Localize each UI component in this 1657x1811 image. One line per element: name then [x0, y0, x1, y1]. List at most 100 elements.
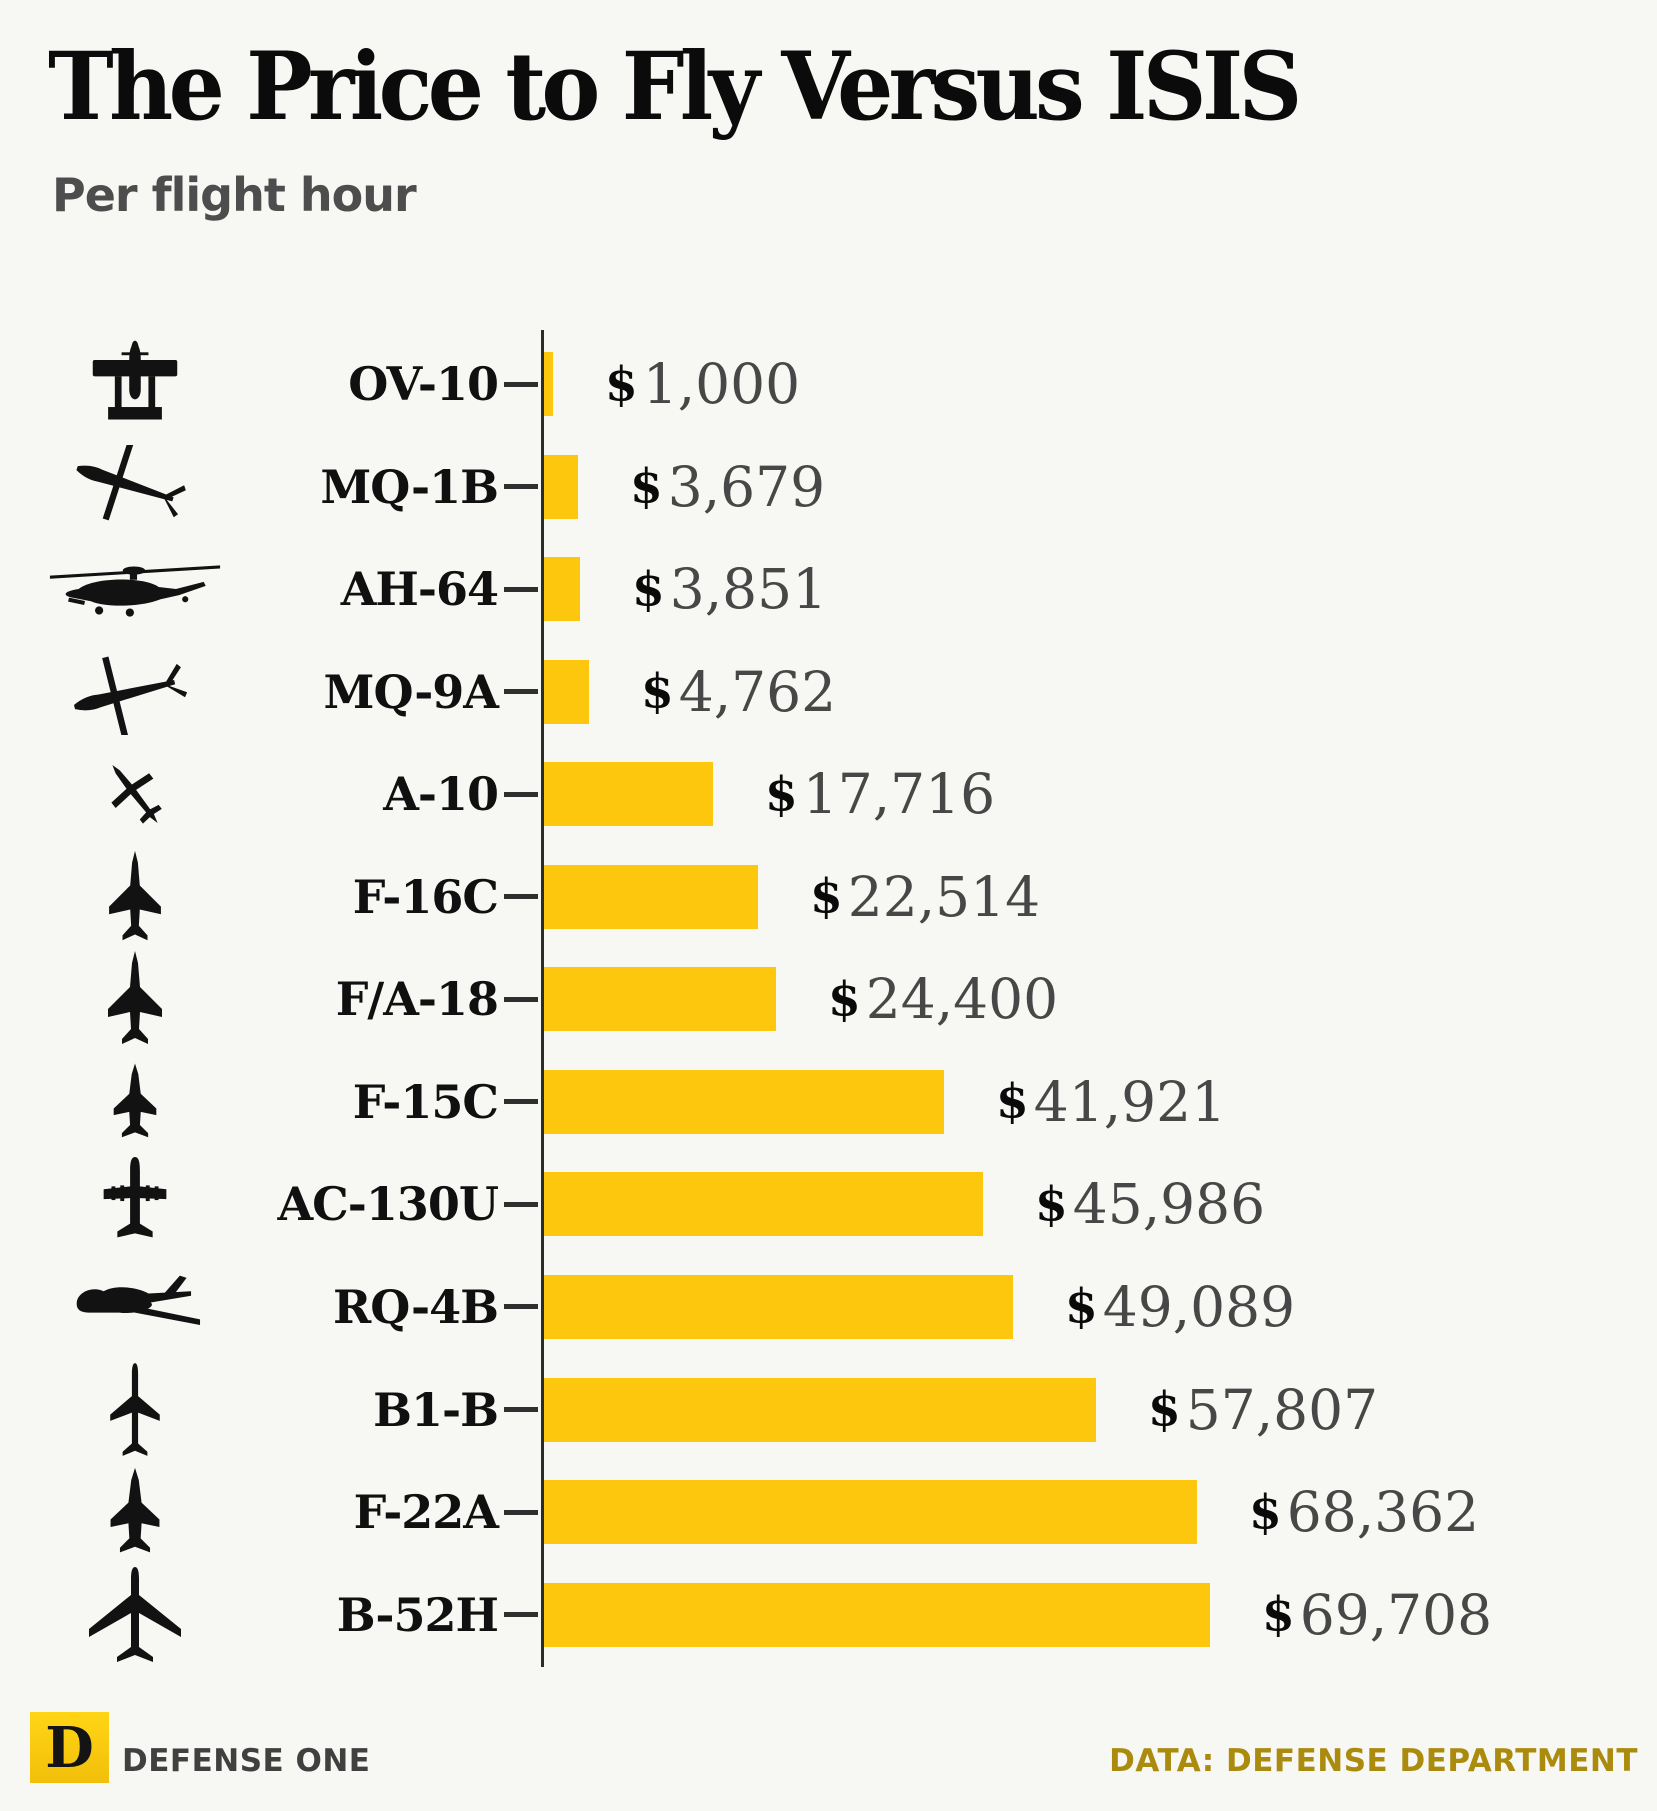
aircraft-label: F/A-18 — [335, 972, 499, 1027]
dollar-sign: $ — [828, 971, 861, 1027]
page-title: The Price to Fly Versus ISIS — [48, 32, 1302, 142]
category-tick — [504, 1099, 538, 1105]
chart-row: OV-10 $1,000 — [0, 333, 1657, 436]
category-tick — [504, 1407, 538, 1412]
value-number: 1,000 — [642, 352, 801, 416]
value-label: $41,921 — [996, 1050, 1226, 1153]
aircraft-label: F-15C — [352, 1074, 499, 1129]
category-tick — [504, 894, 538, 900]
value-label: $68,362 — [1249, 1461, 1479, 1564]
chart-row: B-52H $69,708 — [0, 1563, 1657, 1666]
value-number: 41,921 — [1033, 1069, 1227, 1134]
value-number: 49,089 — [1102, 1274, 1296, 1339]
value-number: 17,716 — [802, 762, 996, 827]
value-number: 68,362 — [1286, 1480, 1480, 1545]
category-tick — [504, 586, 538, 592]
data-source-credit: DATA: DEFENSE DEPARTMENT — [1109, 1743, 1638, 1779]
chart-row: F-15C $41,921 — [0, 1050, 1657, 1153]
ov-10-front-icon — [26, 333, 244, 436]
dollar-sign: $ — [765, 766, 798, 822]
cost-bar — [543, 864, 758, 929]
mq-1b-drone-icon — [26, 435, 244, 538]
b1-b-bomber-icon — [26, 1358, 244, 1461]
value-label: $4,762 — [641, 640, 836, 743]
value-label: $3,851 — [632, 538, 827, 641]
dollar-sign: $ — [810, 869, 843, 925]
value-label: $49,089 — [1065, 1255, 1295, 1358]
f-22a-jet-icon — [26, 1461, 244, 1564]
f-a-18-jet-icon — [26, 948, 244, 1051]
axis-line — [541, 330, 544, 1667]
aircraft-label: OV-10 — [348, 357, 499, 411]
category-tick — [504, 484, 538, 490]
value-label: $3,679 — [630, 435, 825, 538]
f-15c-jet-icon — [26, 1050, 244, 1153]
chart-row: B1-B $57,807 — [0, 1358, 1657, 1461]
value-label: $22,514 — [810, 845, 1040, 948]
value-label: $69,708 — [1262, 1563, 1492, 1666]
aircraft-label: A-10 — [383, 767, 499, 822]
category-tick — [504, 1612, 538, 1618]
category-tick — [504, 1304, 538, 1310]
f-16c-jet-icon — [26, 845, 244, 948]
dollar-sign: $ — [641, 664, 674, 720]
aircraft-label: F-16C — [352, 869, 499, 924]
category-tick — [504, 1509, 538, 1515]
cost-bar — [543, 454, 578, 519]
aircraft-label: RQ-4B — [333, 1279, 499, 1334]
chart-row: F-22A $68,362 — [0, 1461, 1657, 1564]
value-label: $57,807 — [1148, 1358, 1378, 1461]
dollar-sign: $ — [1262, 1587, 1295, 1643]
b-52h-bomber-icon — [26, 1563, 244, 1666]
aircraft-label: F-22A — [353, 1485, 499, 1540]
dollar-sign: $ — [1035, 1176, 1068, 1232]
dollar-sign: $ — [630, 459, 663, 515]
cost-bar — [543, 1377, 1096, 1442]
value-label: $45,986 — [1035, 1153, 1265, 1256]
chart-row: AC-130U $45,986 — [0, 1153, 1657, 1256]
value-number: 24,400 — [865, 967, 1059, 1032]
aircraft-label: MQ-1B — [320, 459, 499, 514]
category-tick — [504, 996, 538, 1002]
value-number: 69,708 — [1299, 1582, 1493, 1647]
defense-one-logo: D — [30, 1712, 109, 1783]
cost-bar — [543, 1069, 944, 1134]
value-number: 3,851 — [669, 557, 828, 622]
cost-bar — [543, 659, 589, 724]
dollar-sign: $ — [605, 356, 638, 412]
dollar-sign: $ — [1249, 1484, 1282, 1540]
value-label: $1,000 — [605, 333, 800, 436]
aircraft-label: B1-B — [373, 1382, 499, 1437]
page-subtitle: Per flight hour — [52, 168, 417, 222]
cost-bar — [543, 1480, 1197, 1545]
dollar-sign: $ — [1148, 1382, 1181, 1437]
cost-bar — [543, 1582, 1210, 1647]
chart-row: MQ-9A $4,762 — [0, 640, 1657, 743]
dollar-sign: $ — [632, 561, 665, 617]
brand-name: DEFENSE ONE — [122, 1743, 371, 1779]
value-label: $17,716 — [765, 743, 995, 846]
ah-64-helicopter-icon — [26, 538, 244, 641]
value-label: $24,400 — [828, 948, 1058, 1051]
value-number: 57,807 — [1185, 1377, 1379, 1442]
chart-row: MQ-1B $3,679 — [0, 435, 1657, 538]
aircraft-label: B-52H — [336, 1587, 499, 1642]
cost-bar — [543, 557, 580, 622]
category-tick — [504, 1201, 538, 1207]
chart-row: A-10 $17,716 — [0, 743, 1657, 846]
a-10-jet-icon — [26, 743, 244, 846]
rq-4b-drone-icon — [26, 1255, 244, 1358]
chart-row: F-16C $22,514 — [0, 845, 1657, 948]
cost-bar — [543, 1172, 983, 1237]
value-number: 4,762 — [678, 659, 837, 724]
ac-130u-plane-icon — [26, 1153, 244, 1256]
dollar-sign: $ — [1065, 1279, 1098, 1335]
value-number: 22,514 — [847, 864, 1041, 929]
value-number: 3,679 — [667, 454, 826, 519]
category-tick — [504, 689, 538, 695]
cost-bar — [543, 1274, 1013, 1339]
chart-row: F/A-18 $24,400 — [0, 948, 1657, 1051]
aircraft-label: MQ-9A — [323, 664, 499, 719]
cost-bar — [543, 967, 776, 1032]
